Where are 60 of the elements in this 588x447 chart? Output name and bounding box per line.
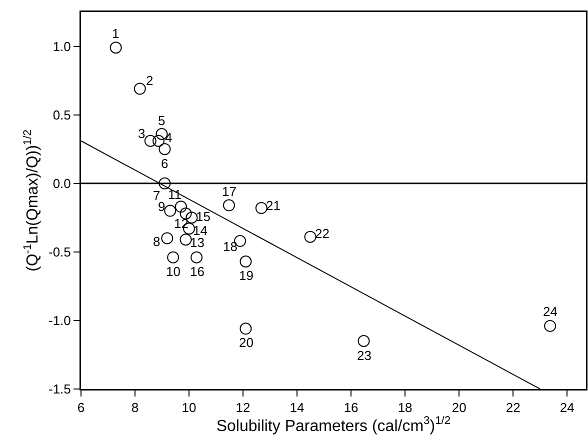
x-tick-label: 12: [236, 400, 250, 416]
y-tick-label: -0.5: [48, 244, 71, 260]
annotation: 17: [222, 184, 236, 199]
point: [255, 202, 268, 214]
x-tick-label: 18: [398, 400, 412, 416]
annotation: 18: [223, 239, 238, 254]
annotation: 8: [153, 234, 160, 249]
point: [158, 177, 171, 190]
annotation: 14: [193, 223, 208, 238]
point: [180, 234, 192, 246]
point: [222, 199, 235, 212]
annotation: 16: [190, 264, 204, 279]
point: [174, 200, 187, 213]
annotation: 3: [138, 126, 146, 141]
point: [240, 322, 252, 335]
annotation: 23: [357, 348, 372, 363]
annotation: 21: [266, 198, 280, 213]
point: [304, 230, 316, 243]
x-tick-label: 10: [182, 400, 196, 416]
point: [152, 134, 165, 147]
annotation: 2: [146, 73, 154, 88]
x-tick-label: 22: [506, 400, 520, 416]
annotation: 24: [543, 304, 558, 319]
x-tick-label: 24: [560, 400, 574, 416]
x-tick-label: 14: [290, 400, 304, 416]
y-tick-label: 1.0: [52, 38, 71, 54]
annotation: 6: [161, 156, 168, 171]
point: [180, 208, 192, 220]
y-tick-label: -1.5: [48, 382, 71, 397]
annotation: 5: [158, 113, 166, 128]
point: [544, 320, 556, 332]
annotation: 11: [168, 187, 182, 202]
annotation: 13: [190, 235, 204, 250]
annotation: 20: [239, 335, 254, 350]
x-tick-label: 6: [77, 400, 85, 416]
point: [144, 134, 156, 147]
annotation: 9: [158, 199, 166, 214]
annotation: 22: [315, 226, 330, 241]
point: [134, 82, 146, 95]
point: [110, 42, 122, 54]
annotation: 10: [166, 264, 180, 279]
x-tick-label: 8: [131, 400, 139, 416]
annotation: 4: [165, 130, 172, 145]
annotation: 1: [112, 26, 120, 41]
x-tick-label: 16: [344, 400, 358, 416]
point: [190, 251, 203, 264]
point: [158, 143, 171, 156]
y-tick-label: 0.0: [52, 176, 71, 191]
x-axis-title: Solubility Parameters (cal/cm$^{3}$)$^{1/2}$: [216, 415, 451, 435]
point: [164, 204, 176, 217]
annotation: 15: [196, 209, 210, 224]
annotation: 7: [153, 188, 160, 203]
point: [167, 251, 180, 264]
point: [240, 256, 252, 268]
annotation: 19: [239, 268, 254, 283]
y-tick-label: -1.0: [48, 313, 71, 328]
x-tick-label: 20: [452, 400, 466, 416]
point: [161, 232, 174, 244]
point: [358, 335, 370, 348]
y-tick-label: 0.5: [52, 107, 71, 122]
